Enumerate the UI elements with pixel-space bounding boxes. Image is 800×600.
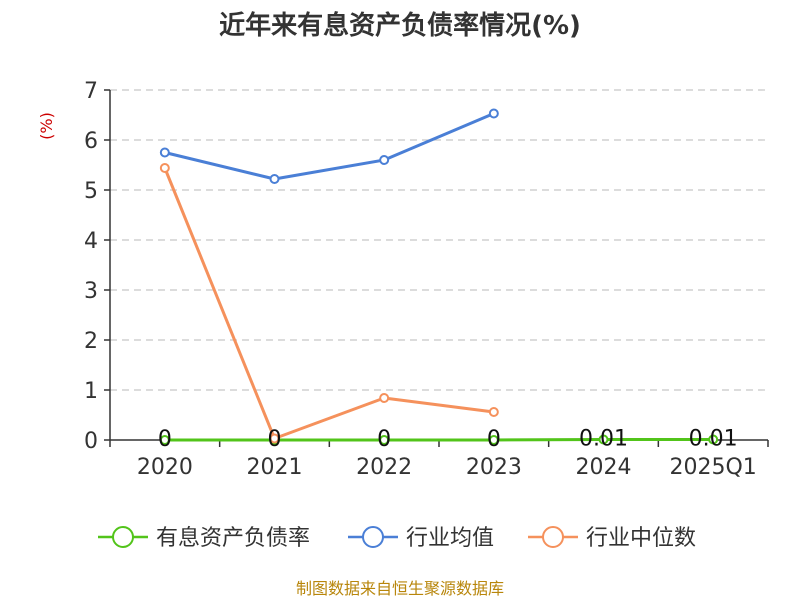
- series-line-1: [164, 112, 495, 181]
- data-point-1-2: [379, 155, 390, 165]
- legend[interactable]: 有息资产负债率 行业均值 行业中位数: [98, 526, 696, 551]
- data-label-4: 0.01: [579, 427, 628, 452]
- data-label-3: 0: [487, 427, 501, 452]
- series-group: [159, 108, 719, 445]
- data-label-0: 0: [158, 427, 172, 452]
- legend-marker-2: [542, 526, 564, 548]
- legend-label-2: 行业中位数: [586, 526, 696, 551]
- y-tick-label-6: 6: [84, 129, 98, 154]
- y-tick-label-5: 5: [84, 179, 98, 204]
- data-point-0-0: [159, 435, 170, 445]
- data-point-0-2: [379, 435, 390, 445]
- series-0: [159, 434, 719, 445]
- y-tick-label-4: 4: [84, 229, 98, 254]
- data-point-0-5: [708, 434, 719, 445]
- series-line-0: [164, 438, 714, 442]
- legend-item-1[interactable]: 行业均值: [348, 526, 494, 551]
- source-note: 制图数据来自恒生聚源数据库: [296, 579, 504, 598]
- x-tick-label-5: 2025Q1: [670, 455, 757, 480]
- data-label-5: 0.01: [689, 427, 738, 452]
- x-tick-label-0: 2020: [137, 455, 193, 480]
- legend-item-2[interactable]: 行业中位数: [528, 526, 696, 551]
- x-tick-label-4: 2024: [576, 455, 632, 480]
- y-tick-label-1: 1: [84, 379, 98, 404]
- data-point-0-3: [488, 435, 499, 445]
- legend-marker-0: [112, 526, 134, 548]
- x-tick-label-1: 2021: [247, 455, 303, 480]
- axes: [104, 89, 769, 447]
- data-label-1: 0: [268, 427, 282, 452]
- series-1: [159, 108, 499, 184]
- data-point-1-1: [269, 174, 280, 184]
- data-point-1-3: [488, 108, 499, 119]
- data-labels: 0 0 0 0 0.01 0.01: [158, 427, 738, 453]
- legend-label-1: 行业均值: [406, 526, 494, 551]
- legend-item-0[interactable]: 有息资产负债率: [98, 526, 310, 551]
- x-tick-label-3: 2023: [466, 455, 522, 480]
- data-point-0-4: [598, 434, 609, 445]
- y-tick-label-0: 0: [84, 429, 98, 454]
- data-point-2-0: [159, 163, 170, 173]
- data-point-1-0: [159, 147, 170, 158]
- data-point-2-1: [269, 433, 280, 444]
- data-point-2-2: [379, 393, 390, 403]
- y-tick-label-2: 2: [84, 329, 98, 354]
- x-tick-label-2: 2022: [356, 455, 412, 480]
- tick-labels: 0 1 2 3 4 5 6 7 2020 2021 2022 2023 2024 2025Q1: [84, 79, 757, 480]
- y-tick-label-3: 3: [84, 279, 98, 304]
- y-axis-label: (%): [37, 112, 56, 140]
- y-tick-label-7: 7: [84, 79, 98, 104]
- data-point-2-3: [488, 407, 499, 417]
- series-line-2: [163, 167, 495, 440]
- grid-lines: [110, 89, 768, 391]
- legend-label-0: 有息资产负债率: [156, 526, 310, 551]
- series-2: [159, 163, 499, 444]
- data-label-2: 0: [377, 427, 391, 452]
- legend-marker-1: [362, 526, 384, 548]
- chart-title: 近年来有息资产负债率情况(%): [219, 10, 581, 41]
